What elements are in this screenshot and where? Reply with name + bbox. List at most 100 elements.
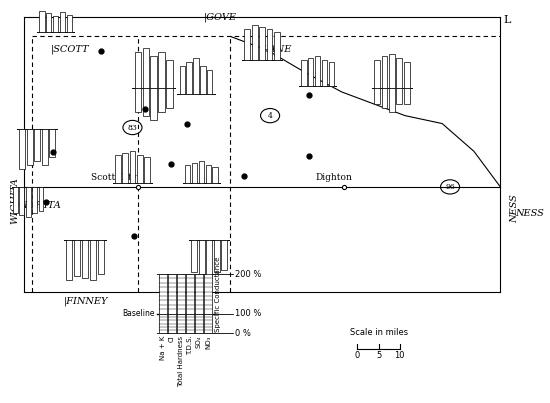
Bar — [206, 165, 211, 183]
Text: Specific Conductance: Specific Conductance — [215, 256, 221, 332]
Bar — [34, 129, 40, 161]
Bar — [301, 60, 306, 86]
Bar — [382, 88, 387, 108]
Bar — [374, 88, 380, 104]
Bar — [404, 62, 410, 88]
Bar — [191, 240, 197, 272]
Bar — [186, 314, 194, 333]
Text: 96: 96 — [445, 183, 455, 191]
Bar — [66, 240, 72, 280]
Bar — [204, 314, 212, 333]
Bar — [315, 56, 321, 86]
Bar — [32, 187, 37, 213]
Text: NESS: NESS — [510, 194, 520, 223]
Text: |LANE: |LANE — [260, 44, 292, 54]
Bar — [389, 54, 395, 88]
Bar — [158, 88, 165, 112]
Bar — [204, 274, 212, 314]
Bar — [67, 15, 72, 33]
Text: 0: 0 — [355, 351, 360, 360]
Bar — [166, 88, 173, 108]
Text: Na + K: Na + K — [160, 335, 166, 360]
Text: WICHITA: WICHITA — [10, 177, 19, 224]
Bar — [115, 155, 120, 183]
Bar — [168, 274, 175, 314]
Bar — [46, 13, 52, 33]
Text: 200 %: 200 % — [235, 270, 262, 278]
Bar — [19, 129, 25, 169]
Bar — [144, 157, 150, 183]
Bar — [389, 88, 395, 112]
Text: T.D.S.: T.D.S. — [187, 335, 193, 355]
Text: Total Hardness: Total Hardness — [178, 335, 184, 386]
Text: L: L — [503, 15, 510, 25]
Bar — [199, 240, 205, 274]
Bar — [13, 187, 18, 213]
Bar — [168, 314, 175, 333]
Text: 10: 10 — [394, 351, 405, 360]
Text: 83: 83 — [128, 123, 138, 131]
Bar — [177, 274, 185, 314]
Text: NESS: NESS — [515, 209, 544, 218]
Bar — [180, 66, 185, 94]
Bar — [397, 58, 402, 88]
Bar — [53, 16, 58, 33]
Bar — [158, 52, 165, 88]
Bar — [137, 155, 143, 183]
Bar — [74, 240, 80, 276]
Bar — [267, 29, 272, 60]
Bar — [135, 52, 141, 88]
Bar — [26, 187, 31, 216]
Bar — [397, 88, 402, 104]
Text: WICHITA: WICHITA — [14, 201, 61, 210]
Bar — [122, 153, 128, 183]
Bar — [142, 48, 149, 88]
Bar — [185, 165, 190, 183]
Bar — [49, 129, 55, 157]
Bar — [199, 161, 204, 183]
Bar — [192, 163, 197, 183]
Bar — [177, 314, 185, 333]
Bar — [207, 70, 212, 94]
Bar — [322, 60, 327, 86]
Text: Baseline: Baseline — [123, 309, 155, 318]
Text: NO₃: NO₃ — [205, 335, 211, 349]
Bar — [382, 56, 387, 88]
Bar — [206, 240, 212, 276]
Text: 4: 4 — [268, 112, 273, 120]
Bar — [308, 58, 314, 86]
Bar — [42, 129, 47, 165]
Bar — [259, 27, 265, 60]
Bar — [244, 29, 250, 60]
Bar — [252, 25, 257, 60]
Bar — [60, 12, 65, 33]
Bar — [186, 62, 192, 94]
Bar — [159, 314, 167, 333]
Bar — [135, 88, 141, 112]
Bar — [166, 60, 173, 88]
Bar — [142, 88, 149, 116]
Bar — [27, 129, 32, 165]
Bar — [97, 240, 104, 274]
Text: |GOVE: |GOVE — [204, 12, 237, 22]
Bar — [274, 33, 280, 60]
Bar — [19, 187, 24, 215]
Text: Scott City: Scott City — [91, 173, 137, 182]
Bar — [212, 167, 218, 183]
Text: |FINNEY: |FINNEY — [64, 297, 108, 306]
Bar — [130, 151, 135, 183]
Bar — [404, 88, 410, 104]
Bar — [81, 240, 88, 278]
Bar — [195, 274, 202, 314]
Text: 5: 5 — [376, 351, 381, 360]
Bar — [186, 274, 194, 314]
Bar — [195, 314, 202, 333]
Bar — [159, 274, 167, 314]
Bar — [39, 187, 43, 211]
Bar — [151, 88, 157, 120]
Text: SO₄: SO₄ — [196, 335, 202, 348]
Text: Dighton: Dighton — [315, 173, 352, 182]
Text: |SCOTT: |SCOTT — [51, 44, 89, 54]
Text: Cl: Cl — [169, 335, 175, 342]
Text: 0 %: 0 % — [235, 329, 251, 338]
